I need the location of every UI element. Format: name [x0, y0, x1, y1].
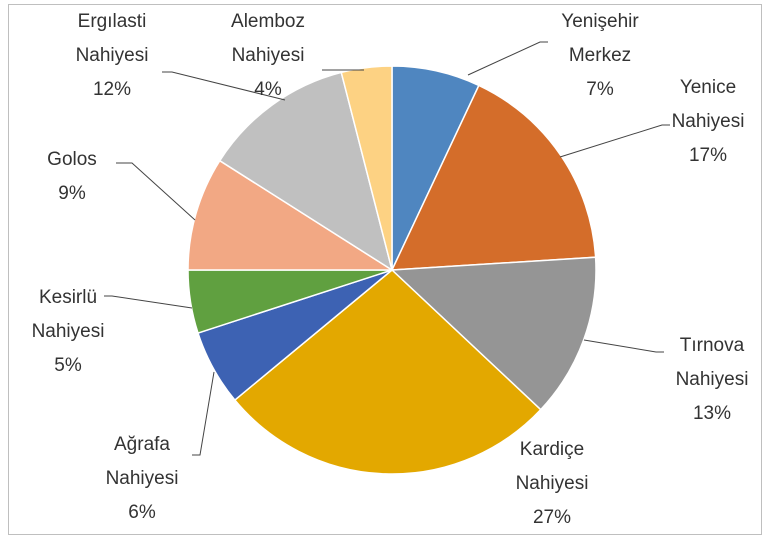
category-name: Yenice Nahiyesi [671, 77, 745, 132]
value-label: 5% [54, 355, 82, 376]
leader-line [162, 71, 286, 101]
value-label: 4% [254, 79, 282, 100]
pie-slice [390, 84, 597, 271]
slice-label: Tırnova Nahiyesi 13% [657, 329, 763, 431]
leader-line [467, 41, 548, 76]
category-name: Ağrafa Nahiyesi [105, 434, 179, 489]
category-name: Kardiçe Nahiyesi [515, 439, 589, 494]
pie-slice [187, 159, 395, 271]
leader-line [192, 371, 215, 456]
pie-slice [218, 71, 394, 272]
category-name: Tırnova Nahiyesi [675, 335, 749, 390]
slice-label: Yenice Nahiyesi 17% [653, 71, 763, 173]
category-name: Golos [47, 149, 97, 170]
category-name: Alemboz Nahiyesi [231, 11, 305, 66]
pie-slice [340, 65, 393, 271]
category-name: Yenişehir Merkez [561, 11, 639, 66]
slice-label: Alemboz Nahiyesi 4% [213, 5, 323, 107]
leader-line [583, 339, 664, 353]
leader-line [116, 162, 196, 221]
slice-label: Golos 9% [27, 143, 117, 211]
slice-label: Yenişehir Merkez 7% [540, 5, 660, 107]
pie-slice [390, 256, 597, 411]
slice-label: Kardiçe Nahiyesi 27% [497, 433, 607, 535]
leader-line [559, 124, 670, 158]
value-label: 12% [92, 79, 132, 100]
value-label: 7% [586, 79, 614, 100]
pie-slice [233, 269, 542, 475]
value-label: 9% [58, 183, 86, 204]
value-label: 6% [128, 502, 156, 523]
slice-label: Ağrafa Nahiyesi 6% [87, 428, 197, 530]
category-name: Ergılasti Nahiyesi [75, 11, 149, 66]
slice-label: Kesirlü Nahiyesi 5% [13, 281, 123, 383]
value-label: 27% [532, 507, 572, 528]
category-name: Kesirlü Nahiyesi [31, 287, 105, 342]
slice-label: Ergılasti Nahiyesi 12% [57, 5, 167, 107]
value-label: 13% [692, 403, 732, 424]
leader-line [104, 295, 193, 309]
value-label: 17% [688, 145, 728, 166]
